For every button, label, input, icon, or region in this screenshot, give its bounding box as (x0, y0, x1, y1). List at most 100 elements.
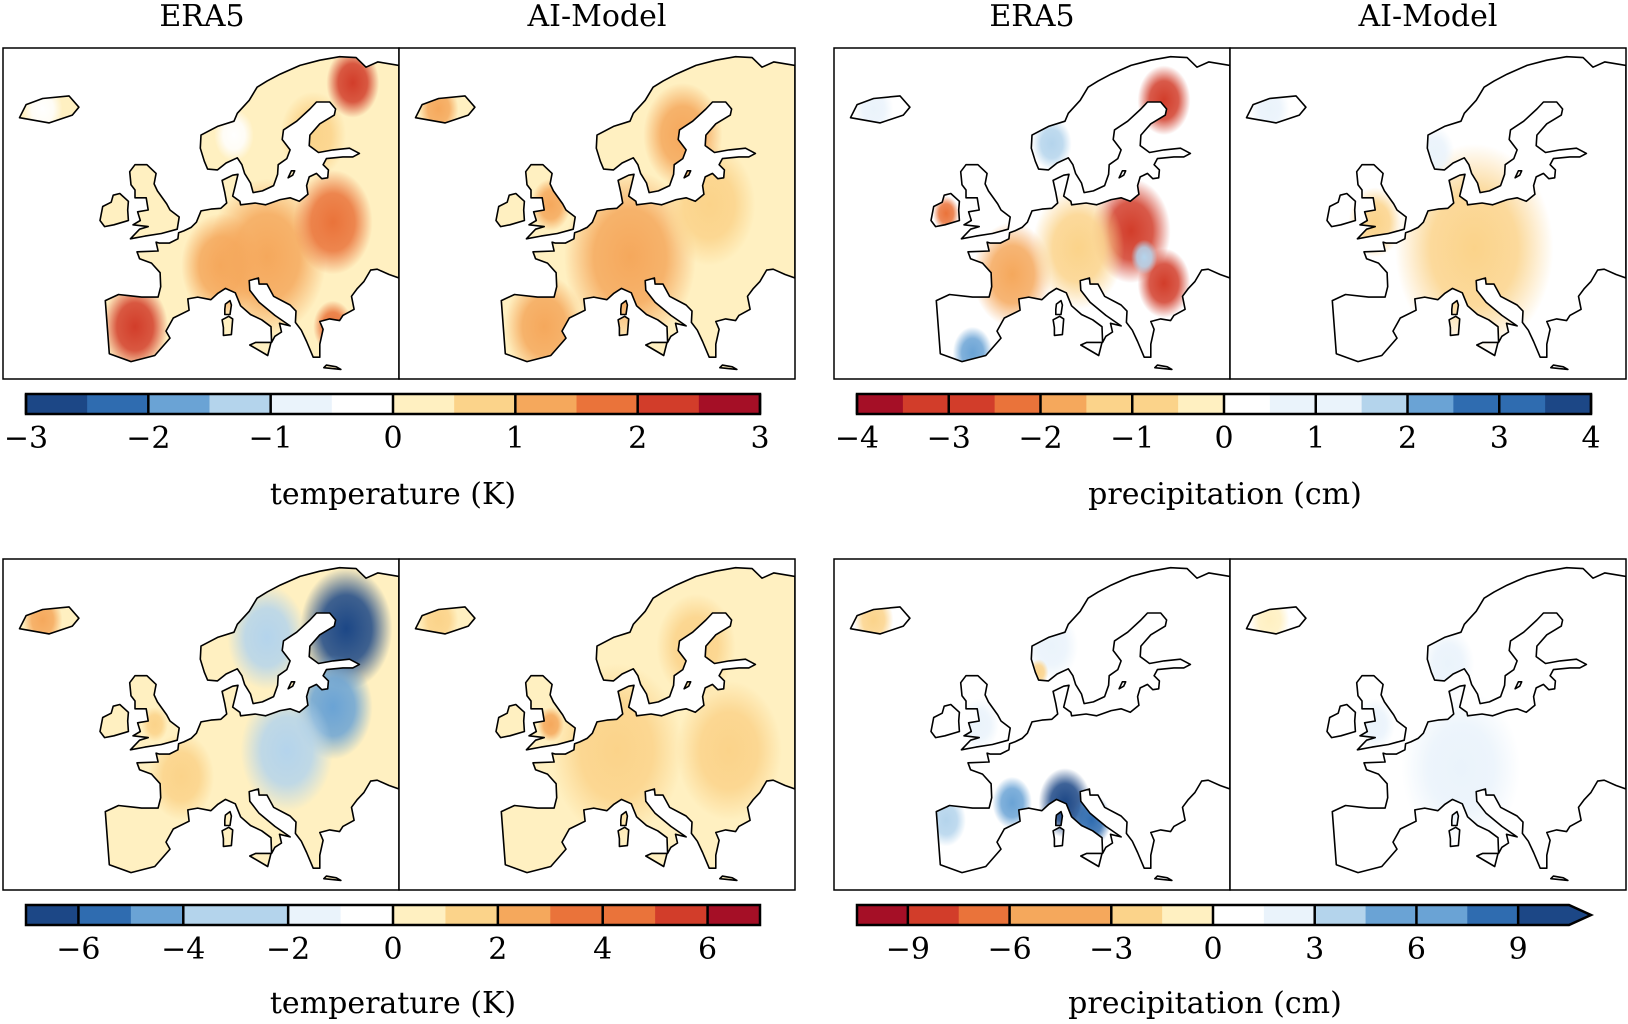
coastline (1550, 875, 1569, 882)
coastline (1476, 852, 1499, 868)
coastline (1118, 680, 1127, 690)
colorbar-segment (1224, 394, 1271, 414)
coastline (99, 192, 130, 228)
field-anomaly-positive (293, 169, 373, 275)
colorbar-segment (515, 394, 577, 414)
colorbar-segment (1361, 394, 1408, 414)
coastline (500, 566, 795, 874)
field-anomaly-positive (181, 213, 261, 319)
coastline (221, 315, 234, 337)
colorbar-segment (1060, 905, 1112, 925)
map-frame (398, 558, 796, 891)
colorbar-segment (393, 394, 455, 414)
colorbar-segment (497, 905, 551, 925)
colorbar-tick-label: 2 (1398, 421, 1417, 456)
coastline (1514, 680, 1523, 690)
coastline (930, 192, 961, 228)
colorbar-tick-label: 2 (628, 421, 647, 456)
colorbar-segment (209, 394, 272, 414)
map-bottom-precip-ai-model (1229, 558, 1627, 891)
colorbar-segment (26, 905, 79, 925)
map-frame (398, 47, 796, 380)
colorbar-tick-label: 0 (383, 421, 402, 456)
title-temperature-era5: ERA5 (159, 0, 244, 34)
colorbar-tick-label: 0 (1214, 421, 1233, 456)
coastline (1355, 674, 1407, 751)
colorbar-segment (340, 905, 394, 925)
colorbar-tick-label: −1 (249, 421, 293, 456)
coastline (104, 566, 399, 874)
coastline (935, 55, 1230, 363)
colorbar-tick-label: −3 (1089, 932, 1133, 967)
coastline (1326, 192, 1357, 228)
colorbar-segment (958, 905, 1010, 925)
coastline (224, 299, 233, 316)
colorbar-segment (1453, 394, 1500, 414)
map-top-temperature-ai-model (398, 47, 796, 380)
coastline (128, 163, 180, 240)
coastline (619, 299, 629, 316)
coastline (718, 875, 738, 882)
colorbar-bottom-precipitation: −9 −6 −3 0 3 6 9 (855, 903, 1595, 967)
colorbar-segment (1269, 394, 1317, 414)
coastline (1052, 826, 1065, 848)
coastline (1154, 364, 1173, 371)
colorbar-segment (87, 394, 149, 414)
coastline (619, 810, 629, 827)
coastline (1514, 170, 1523, 179)
colorbar-segment (857, 905, 909, 925)
field-anomaly-negative (1032, 187, 1125, 310)
colorbar-tick-label: −4 (161, 932, 205, 967)
title-temperature-ai: AI-Model (527, 0, 667, 34)
colorbar-segment (1416, 905, 1468, 925)
coastline (500, 55, 795, 363)
coastline (287, 680, 296, 690)
coastline (683, 680, 692, 690)
colorbar-tick-label: −2 (1018, 421, 1062, 456)
coastline (224, 810, 233, 827)
coastline (414, 95, 476, 124)
coastline (128, 674, 180, 751)
colorbar-tick-label: 6 (1407, 932, 1426, 967)
coastline (18, 606, 80, 635)
coastline (959, 674, 1012, 751)
colorbar-segment (550, 905, 604, 925)
colorbar-tick-label: 3 (1490, 421, 1509, 456)
colorbar-top-precipitation: −4 −3 −2 −1 0 1 2 3 4 (835, 392, 1601, 456)
colorbar-segment (1178, 394, 1225, 414)
coastline (1448, 826, 1461, 848)
colorbar-segment (288, 905, 341, 925)
colorbar-segment (1132, 394, 1179, 414)
coastline (1080, 852, 1103, 868)
colorbar-segment (1213, 905, 1265, 925)
colorbar-segment (994, 394, 1041, 414)
colorbar-extend-arrow (1569, 905, 1591, 925)
colorbar-segment (1467, 905, 1519, 925)
colorbar-segment (1086, 394, 1133, 414)
coastline (644, 852, 668, 868)
colorbar-segment (183, 905, 237, 925)
colorbar-segment (576, 394, 639, 414)
colorbar-segment (26, 394, 88, 414)
colorbar-tick-label: 3 (1305, 932, 1324, 967)
colorbar-tick-label: 1 (1306, 421, 1325, 456)
coastline (930, 703, 961, 739)
field-anomaly-positive (102, 283, 168, 370)
colorbar-tick-label: 4 (1581, 421, 1600, 456)
colorbar-tick-label: 4 (593, 932, 612, 967)
map-top-precip-ai-model (1229, 47, 1627, 380)
coastline (1055, 299, 1064, 316)
colorbar-segment (1518, 905, 1570, 925)
map-bottom-temperature-era5 (2, 558, 400, 891)
colorbar-segment (707, 905, 761, 925)
colorbar-tick-label: −3 (4, 421, 48, 456)
colorbar-segment (602, 905, 656, 925)
colorbar-tick-label: −9 (886, 932, 930, 967)
map-bottom-precip-era5 (833, 558, 1231, 891)
colorbar-segment (1365, 905, 1417, 925)
field-anomaly-positive (676, 680, 782, 821)
colorbar-segment (1315, 394, 1363, 414)
coastline (1355, 163, 1407, 240)
colorbar-tick-label: −1 (1110, 421, 1154, 456)
coastline (1052, 315, 1065, 337)
